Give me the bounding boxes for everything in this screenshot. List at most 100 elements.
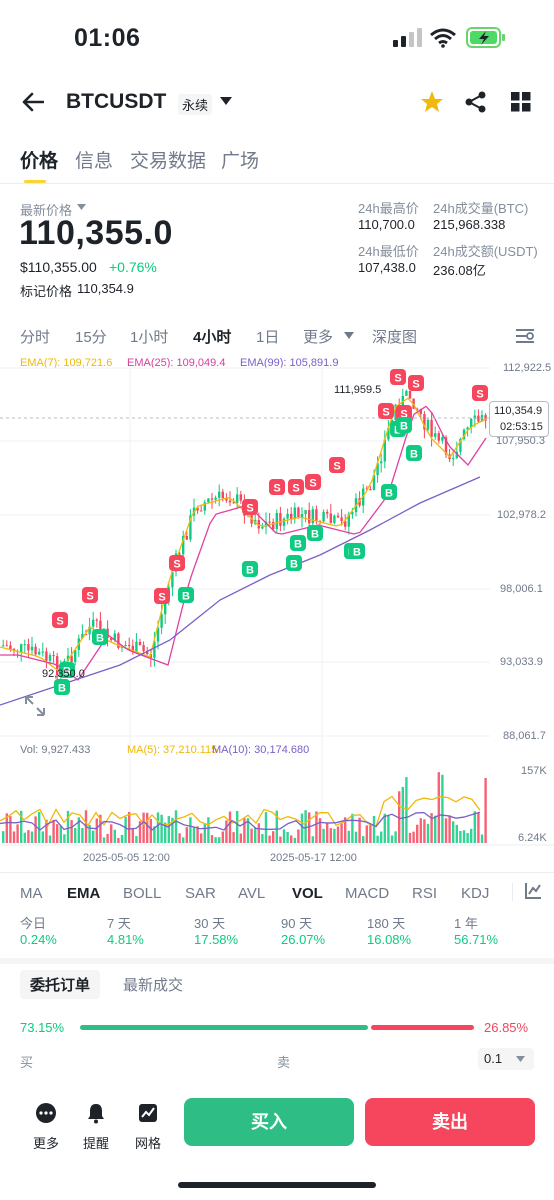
volume-bar xyxy=(164,822,167,843)
chart-canvas[interactable]: SSBBBSBSSSSSBBBBSBBSSSSBBBBS xyxy=(0,355,554,870)
mark-price: 110,354.9 xyxy=(77,281,134,296)
sell-marker-label: S xyxy=(292,483,299,495)
volume-bar xyxy=(131,827,134,843)
volume-bar xyxy=(376,835,379,843)
volume-bar xyxy=(88,824,91,843)
candle-body xyxy=(473,415,476,419)
kline-chart[interactable]: EMA(7): 109,721.6 EMA(25): 109,049.4 EMA… xyxy=(0,355,554,870)
tab-info[interactable]: 信息 xyxy=(75,151,114,172)
star-icon[interactable] xyxy=(420,90,444,114)
mark-price-label: 标记价格 xyxy=(20,284,73,299)
tf-1d[interactable]: 1日 xyxy=(256,329,280,346)
candle-body xyxy=(272,521,275,529)
volume-bar xyxy=(405,777,408,843)
more-caret-icon[interactable] xyxy=(344,332,354,340)
stat-label-high: 24h最高价 xyxy=(358,201,419,216)
buy-marker-label: B xyxy=(311,529,319,541)
tf-more[interactable]: 更多 xyxy=(303,329,334,346)
tf-15m[interactable]: 15分 xyxy=(75,329,107,346)
ema99-legend: EMA(99): 105,891.9 xyxy=(240,357,339,369)
precision-select[interactable]: 0.1 xyxy=(478,1048,534,1070)
tf-4h[interactable]: 4小时 xyxy=(193,329,232,346)
main-tabs: 价格 信息 交易数据 广场 xyxy=(0,140,554,184)
candle-body xyxy=(434,433,437,437)
volume-bar xyxy=(63,834,66,843)
tab-trading-data[interactable]: 交易数据 xyxy=(130,151,207,172)
tf-depth[interactable]: 深度图 xyxy=(372,329,418,346)
tab-square[interactable]: 广场 xyxy=(221,151,260,172)
buy-ratio: 73.15% xyxy=(20,1020,65,1035)
volume-bar xyxy=(322,828,325,843)
candle-body xyxy=(419,408,422,415)
chart-settings-icon[interactable] xyxy=(515,328,535,344)
perf-label: 今日 xyxy=(20,916,47,931)
candle-body xyxy=(430,419,433,437)
sell-marker xyxy=(390,369,406,385)
volume-bar xyxy=(153,826,156,843)
volume-bar xyxy=(185,827,188,843)
chevron-down-icon[interactable] xyxy=(220,97,232,107)
back-arrow-icon[interactable] xyxy=(22,92,44,112)
tab-price[interactable]: 价格 xyxy=(20,151,59,172)
candle-body xyxy=(416,408,419,410)
nav-grid[interactable]: 网格 xyxy=(128,1102,168,1152)
ind-vol[interactable]: VOL xyxy=(292,885,323,902)
nav-alert[interactable]: 提醒 xyxy=(76,1102,116,1152)
candle-body xyxy=(48,655,52,661)
ind-ema[interactable]: EMA xyxy=(67,885,101,902)
indicator-settings-icon[interactable] xyxy=(524,882,542,900)
latest-price-label[interactable]: 最新价格 xyxy=(20,203,73,218)
ind-boll[interactable]: BOLL xyxy=(123,885,162,902)
buy-button[interactable]: 买入 xyxy=(184,1098,354,1146)
volume-bar xyxy=(210,835,214,843)
vol-tick: 157K xyxy=(521,765,547,777)
candle-body xyxy=(369,489,372,491)
volume-bar xyxy=(387,815,390,843)
candle-body xyxy=(232,502,235,504)
ind-avl[interactable]: AVL xyxy=(238,885,266,902)
candle-body xyxy=(383,439,386,462)
volume-bar xyxy=(286,831,289,843)
share-icon[interactable] xyxy=(465,91,487,113)
volume-bar xyxy=(394,831,397,843)
volume-bar xyxy=(56,824,59,843)
volume-bar xyxy=(311,836,314,843)
volume-bar xyxy=(340,823,343,843)
volume-bar xyxy=(160,814,163,843)
buy-marker xyxy=(59,662,75,678)
high-marker: 111,959.5 xyxy=(334,384,382,396)
volume-bar xyxy=(354,831,358,843)
candle-body xyxy=(311,509,314,524)
symbol-title[interactable]: BTCUSDT xyxy=(66,90,167,113)
ind-kdj[interactable]: KDJ xyxy=(461,885,490,902)
volume-bar xyxy=(124,816,127,843)
header: BTCUSDT 永续 xyxy=(0,78,554,128)
volume-bar xyxy=(484,778,487,843)
candle-body xyxy=(214,497,217,500)
candle-body xyxy=(290,513,293,520)
volume-bar xyxy=(70,820,73,843)
tf-1h[interactable]: 1小时 xyxy=(130,329,169,346)
ind-macd[interactable]: MACD xyxy=(345,885,390,902)
tab-order-book[interactable]: 委托订单 xyxy=(20,970,101,999)
candle-body xyxy=(286,513,289,519)
vol-ma10-line xyxy=(0,811,481,831)
nav-more[interactable]: 更多 xyxy=(26,1102,66,1152)
candle-body xyxy=(376,463,379,476)
tf-line[interactable]: 分时 xyxy=(20,329,51,346)
volume-bar xyxy=(466,833,469,843)
volume-bar xyxy=(30,831,34,843)
grid-menu-icon[interactable] xyxy=(511,92,531,112)
sell-button[interactable]: 卖出 xyxy=(365,1098,535,1146)
ind-sar[interactable]: SAR xyxy=(185,885,216,902)
ind-ma[interactable]: MA xyxy=(20,885,43,902)
candle-body xyxy=(423,414,426,430)
expand-icon[interactable] xyxy=(24,695,46,717)
caret-down-icon[interactable] xyxy=(77,204,86,211)
tab-recent-trades[interactable]: 最新成交 xyxy=(123,977,184,994)
sell-marker-label: S xyxy=(382,407,389,419)
sell-marker-label: S xyxy=(173,559,180,571)
signal-icon xyxy=(393,28,422,47)
candle-body xyxy=(113,633,116,640)
ind-rsi[interactable]: RSI xyxy=(412,885,438,902)
